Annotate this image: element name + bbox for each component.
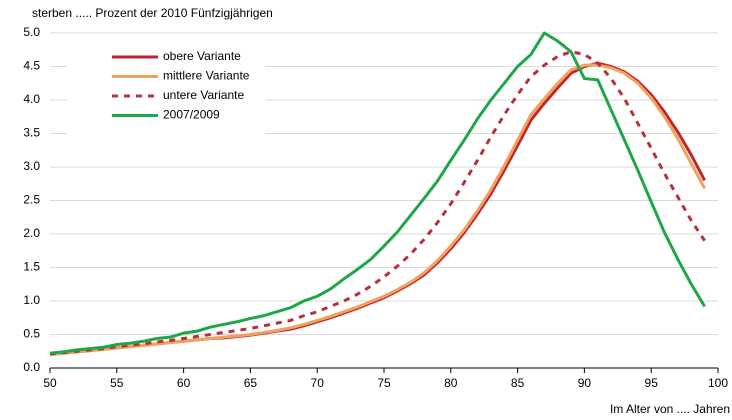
y-tick-label: 0.5 [23, 327, 40, 341]
x-tick-label: 80 [444, 376, 458, 390]
y-tick-label: 1.5 [23, 260, 40, 274]
x-tick-label: 60 [177, 376, 191, 390]
series-line [49, 31, 706, 355]
x-tick-label: 50 [43, 376, 57, 390]
legend-box [67, 43, 265, 136]
y-tick-label: 3.0 [23, 159, 40, 173]
chart-title: sterben ..... Prozent der 2010 Fünfzigjä… [32, 6, 273, 20]
y-tick-label: 5.0 [23, 25, 40, 39]
y-tick-label: 2.5 [23, 193, 40, 207]
y-tick-label: 1.0 [23, 293, 40, 307]
legend-label: untere Variante [163, 88, 244, 102]
x-tick-label: 85 [511, 376, 525, 390]
x-tick-label: 90 [578, 376, 592, 390]
x-tick-label: 95 [645, 376, 659, 390]
x-tick-label: 65 [244, 376, 258, 390]
y-tick-label: 2.0 [23, 226, 40, 240]
x-tick-label: 55 [110, 376, 124, 390]
x-tick-label: 75 [377, 376, 391, 390]
y-tick-label: 3.5 [23, 126, 40, 140]
y-tick-label: 4.5 [23, 59, 40, 73]
y-tick-label: 4.0 [23, 92, 40, 106]
x-tick-label: 70 [311, 376, 325, 390]
x-tick-label: 100 [708, 376, 728, 390]
x-axis-label: Im Alter von .... Jahren [610, 402, 730, 416]
legend-label: obere Variante [163, 49, 241, 63]
legend-label: mittlere Variante [163, 69, 250, 83]
series-line [49, 50, 706, 356]
legend-label: 2007/2009 [163, 108, 220, 122]
series-line [49, 63, 706, 357]
y-tick-label: 0.0 [23, 360, 40, 374]
